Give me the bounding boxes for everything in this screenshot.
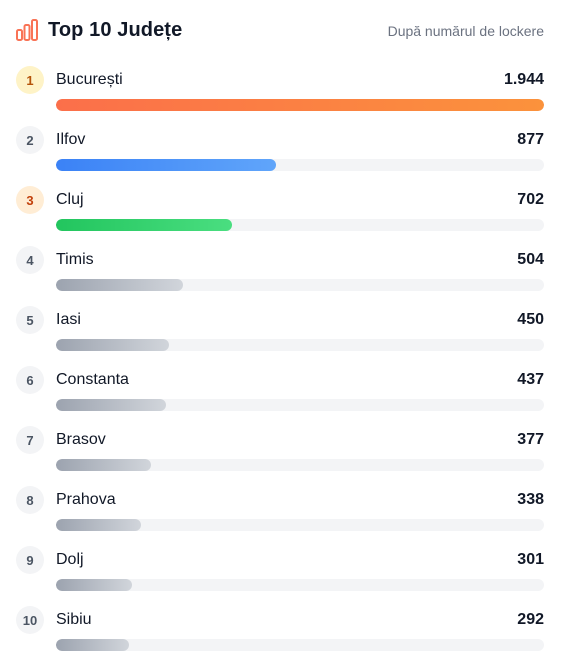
bar-track — [56, 459, 544, 471]
bar-track — [56, 99, 544, 111]
locker-count: 437 — [517, 371, 544, 388]
locker-count: 450 — [517, 311, 544, 328]
county-name: Sibiu — [56, 611, 92, 628]
rank-badge: 3 — [16, 186, 44, 214]
bar-fill — [56, 159, 277, 171]
bar-fill — [56, 519, 141, 531]
chart-title: Top 10 Județe — [48, 19, 183, 41]
locker-count: 377 — [517, 431, 544, 448]
bar-fill — [56, 99, 544, 111]
bar-track — [56, 579, 544, 591]
locker-count: 1.944 — [503, 71, 544, 88]
county-row: 3 Cluj 702 — [16, 186, 544, 246]
chart-header: Top 10 Județe După numărul de lockere — [16, 17, 544, 45]
rank-badge: 8 — [16, 486, 44, 514]
rank-badge: 7 — [16, 426, 44, 454]
rank-badge: 5 — [16, 306, 44, 334]
locker-count: 301 — [517, 551, 544, 568]
county-name: Constanta — [56, 371, 129, 388]
county-row: 2 Ilfov 877 — [16, 126, 544, 186]
county-row: 8 Prahova 338 — [16, 486, 544, 546]
locker-count: 877 — [517, 131, 544, 148]
bar-chart-icon — [16, 19, 38, 41]
chart-subtitle: După numărul de lockere — [387, 23, 544, 39]
county-row: 7 Brasov 377 — [16, 426, 544, 486]
county-name: București — [56, 71, 123, 88]
rank-badge: 2 — [16, 126, 44, 154]
bar-fill — [56, 579, 132, 591]
county-name: Prahova — [56, 491, 116, 508]
bar-fill — [56, 279, 183, 291]
bar-fill — [56, 639, 130, 651]
county-row: 6 Constanta 437 — [16, 366, 544, 426]
county-row: 9 Dolj 301 — [16, 546, 544, 606]
bar-fill — [56, 399, 166, 411]
bar-track — [56, 639, 544, 651]
county-row: 4 Timis 504 — [16, 246, 544, 306]
bar-track — [56, 219, 544, 231]
rank-badge: 10 — [16, 606, 44, 634]
county-name: Ilfov — [56, 131, 86, 148]
bar-track — [56, 399, 544, 411]
bar-track — [56, 159, 544, 171]
county-name: Brasov — [56, 431, 106, 448]
county-row: 5 Iasi 450 — [16, 306, 544, 366]
ranking-list: 1 București 1.944 2 Ilfov 877 3 Cluj 702 4 Timis 50… — [16, 66, 544, 666]
county-name: Iasi — [56, 311, 81, 328]
locker-count: 292 — [517, 611, 544, 628]
bar-track — [56, 279, 544, 291]
county-name: Dolj — [56, 551, 84, 568]
bar-track — [56, 339, 544, 351]
locker-count: 338 — [517, 491, 544, 508]
county-name: Timis — [56, 251, 94, 268]
rank-badge: 4 — [16, 246, 44, 274]
bar-fill — [56, 459, 151, 471]
county-name: Cluj — [56, 191, 84, 208]
county-row: 1 București 1.944 — [16, 66, 544, 126]
bar-track — [56, 519, 544, 531]
rank-badge: 6 — [16, 366, 44, 394]
bar-fill — [56, 339, 169, 351]
rank-badge: 1 — [16, 66, 44, 94]
rank-badge: 9 — [16, 546, 44, 574]
bar-fill — [56, 219, 233, 231]
locker-count: 702 — [517, 191, 544, 208]
county-row: 10 Sibiu 292 — [16, 606, 544, 666]
locker-count: 504 — [517, 251, 544, 268]
